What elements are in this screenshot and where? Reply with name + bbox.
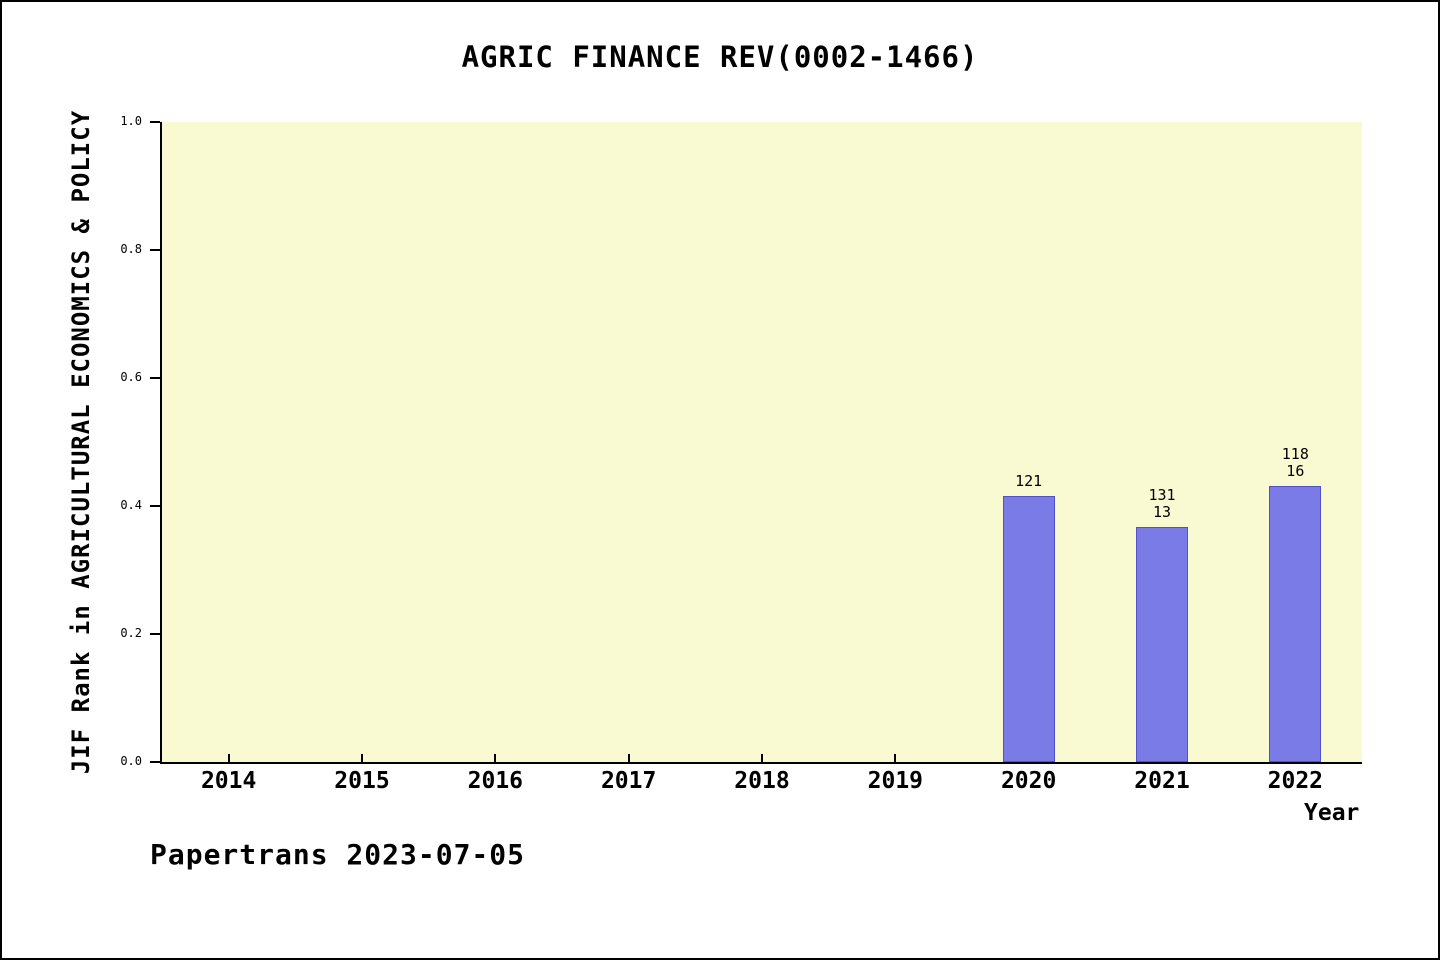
y-tick-label: 1.0 bbox=[120, 114, 142, 128]
chart-title: AGRIC FINANCE REV(0002-1466) bbox=[461, 40, 979, 74]
y-tick bbox=[150, 761, 160, 763]
x-tick bbox=[494, 754, 497, 762]
x-tick-label: 2022 bbox=[1267, 768, 1324, 794]
y-tick bbox=[150, 121, 160, 123]
bar-2022 bbox=[1269, 486, 1322, 762]
y-tick-label: 0.0 bbox=[120, 754, 142, 768]
bar-value-label-2020: 121 bbox=[1015, 471, 1043, 490]
bar-2021 bbox=[1136, 527, 1188, 762]
bar-value-line: 16 bbox=[1286, 461, 1305, 480]
y-tick-label: 0.2 bbox=[120, 626, 142, 640]
x-tick-label: 2021 bbox=[1134, 768, 1190, 794]
y-tick bbox=[150, 505, 160, 507]
y-axis-title: JIF Rank in AGRICULTURAL ECONOMICS & POL… bbox=[67, 109, 95, 775]
x-tick bbox=[361, 754, 363, 762]
x-tick bbox=[627, 754, 630, 762]
y-tick-label: 0.8 bbox=[120, 242, 142, 256]
x-tick-label: 2014 bbox=[200, 768, 257, 794]
x-tick bbox=[894, 754, 897, 762]
bar-value-label-2021: 131 13 bbox=[1148, 485, 1176, 522]
x-tick-label: 2018 bbox=[734, 768, 790, 794]
y-tick-label: 0.6 bbox=[120, 370, 142, 384]
x-tick-label: 2015 bbox=[334, 768, 390, 794]
x-axis-title: Year bbox=[1304, 800, 1360, 826]
bar-value-label-2022: 118 16 bbox=[1281, 444, 1309, 481]
bar-value-line: 118 bbox=[1281, 444, 1309, 463]
x-tick-label: 2020 bbox=[1000, 768, 1057, 794]
x-tick-label: 2017 bbox=[600, 768, 657, 794]
bar-2020 bbox=[1002, 496, 1055, 762]
bar-value-line: 13 bbox=[1152, 502, 1172, 521]
y-tick bbox=[150, 377, 160, 379]
bar-value-line: 131 bbox=[1148, 485, 1176, 504]
x-tick-label: 2016 bbox=[467, 768, 524, 794]
bar-value-line: 121 bbox=[1015, 471, 1043, 490]
x-tick-label: 2019 bbox=[867, 768, 924, 794]
footer-text: Papertrans 2023-07-05 bbox=[150, 838, 526, 871]
x-tick bbox=[761, 754, 763, 762]
x-tick bbox=[227, 754, 230, 762]
y-tick bbox=[150, 633, 160, 635]
y-tick-label: 0.4 bbox=[120, 498, 142, 512]
plot-area: 121 131 13 118 16 bbox=[160, 122, 1362, 764]
y-tick bbox=[150, 249, 160, 251]
